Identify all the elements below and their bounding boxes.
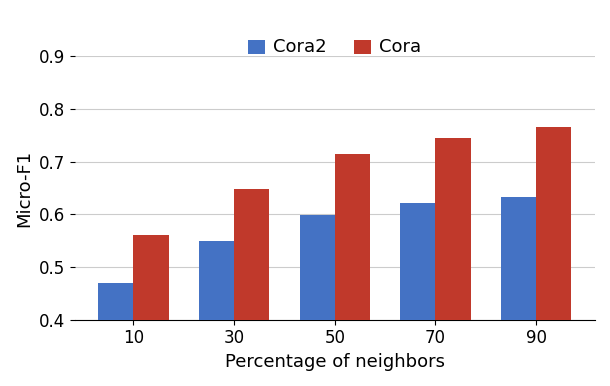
Bar [400, 203, 436, 386]
Bar [134, 235, 168, 386]
Legend: Cora2, Cora: Cora2, Cora [241, 31, 429, 64]
Bar [199, 240, 234, 386]
Bar [501, 198, 536, 386]
X-axis label: Percentage of neighbors: Percentage of neighbors [224, 353, 445, 371]
Y-axis label: Micro-F1: Micro-F1 [15, 149, 33, 227]
Bar [234, 189, 270, 386]
Bar [335, 154, 370, 386]
Bar [536, 127, 572, 386]
Bar [436, 138, 471, 386]
Bar [300, 215, 335, 386]
Bar [98, 283, 134, 386]
